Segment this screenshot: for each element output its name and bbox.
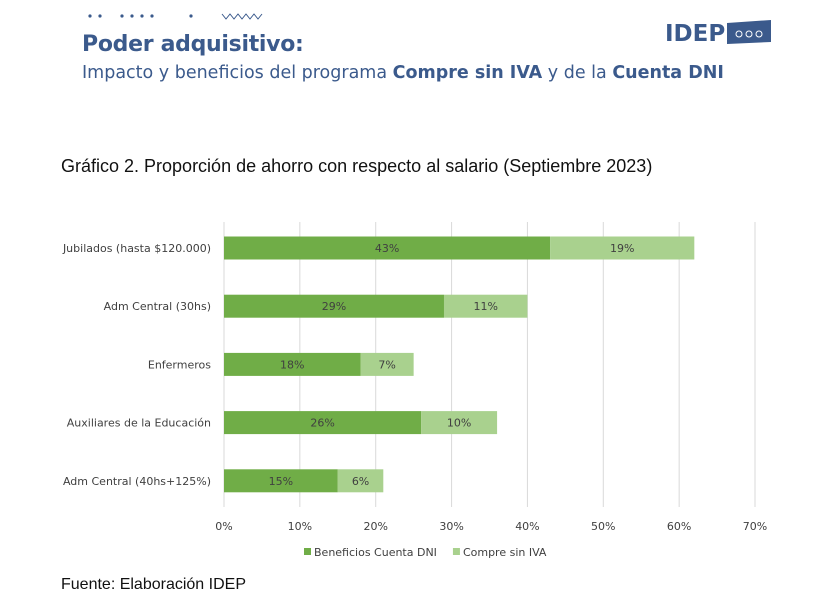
bar-segment [224,352,361,376]
category-label: Jubilados (hasta $120.000) [62,242,211,255]
data-label: 11% [473,300,497,313]
category-label: Enfermeros [148,358,211,371]
bar-segment [224,236,551,260]
x-tick-label: 40% [515,520,539,533]
data-label: 29% [322,300,346,313]
category-label: Auxiliares de la Educación [67,417,211,430]
category-label: Adm Central (30hs) [104,300,211,313]
bar-segment [224,411,422,435]
data-label: 19% [610,242,634,255]
bar-segment [224,294,444,318]
data-label: 43% [375,242,399,255]
data-label: 6% [352,475,369,488]
page-subtitle: Impacto y beneficios del programa Compre… [82,63,724,83]
category-label: Adm Central (40hs+125%) [63,475,211,488]
x-tick-label: 60% [667,520,691,533]
page-title: Poder adquisitivo: [82,32,304,57]
data-label: 10% [447,417,471,430]
bar-segment [550,236,695,260]
legend-label: Beneficios Cuenta DNI [314,546,437,559]
x-tick-label: 50% [591,520,615,533]
legend-swatch [452,548,460,555]
chart-title: Gráfico 2. Proporción de ahorro con resp… [61,156,653,176]
bar-segment [360,352,414,376]
bar-segment [224,469,338,493]
idep-logo: IDEP [665,20,771,47]
bar-segment [421,411,498,435]
svg-text:IDEP: IDEP [665,21,725,47]
bar-segment [337,469,384,493]
x-tick-label: 20% [363,520,387,533]
bar-segment [443,294,528,318]
decorative-dots [88,13,263,20]
x-tick-label: 0% [215,520,232,533]
x-tick-label: 70% [743,520,767,533]
legend-label: Compre sin IVA [463,546,547,559]
data-label: 26% [310,417,334,430]
source-note: Fuente: Elaboración IDEP [61,576,246,593]
x-tick-label: 30% [439,520,463,533]
data-label: 18% [280,358,304,371]
x-tick-label: 10% [288,520,312,533]
legend-swatch [304,548,311,555]
data-label: 15% [269,475,293,488]
data-label: 7% [378,358,395,371]
